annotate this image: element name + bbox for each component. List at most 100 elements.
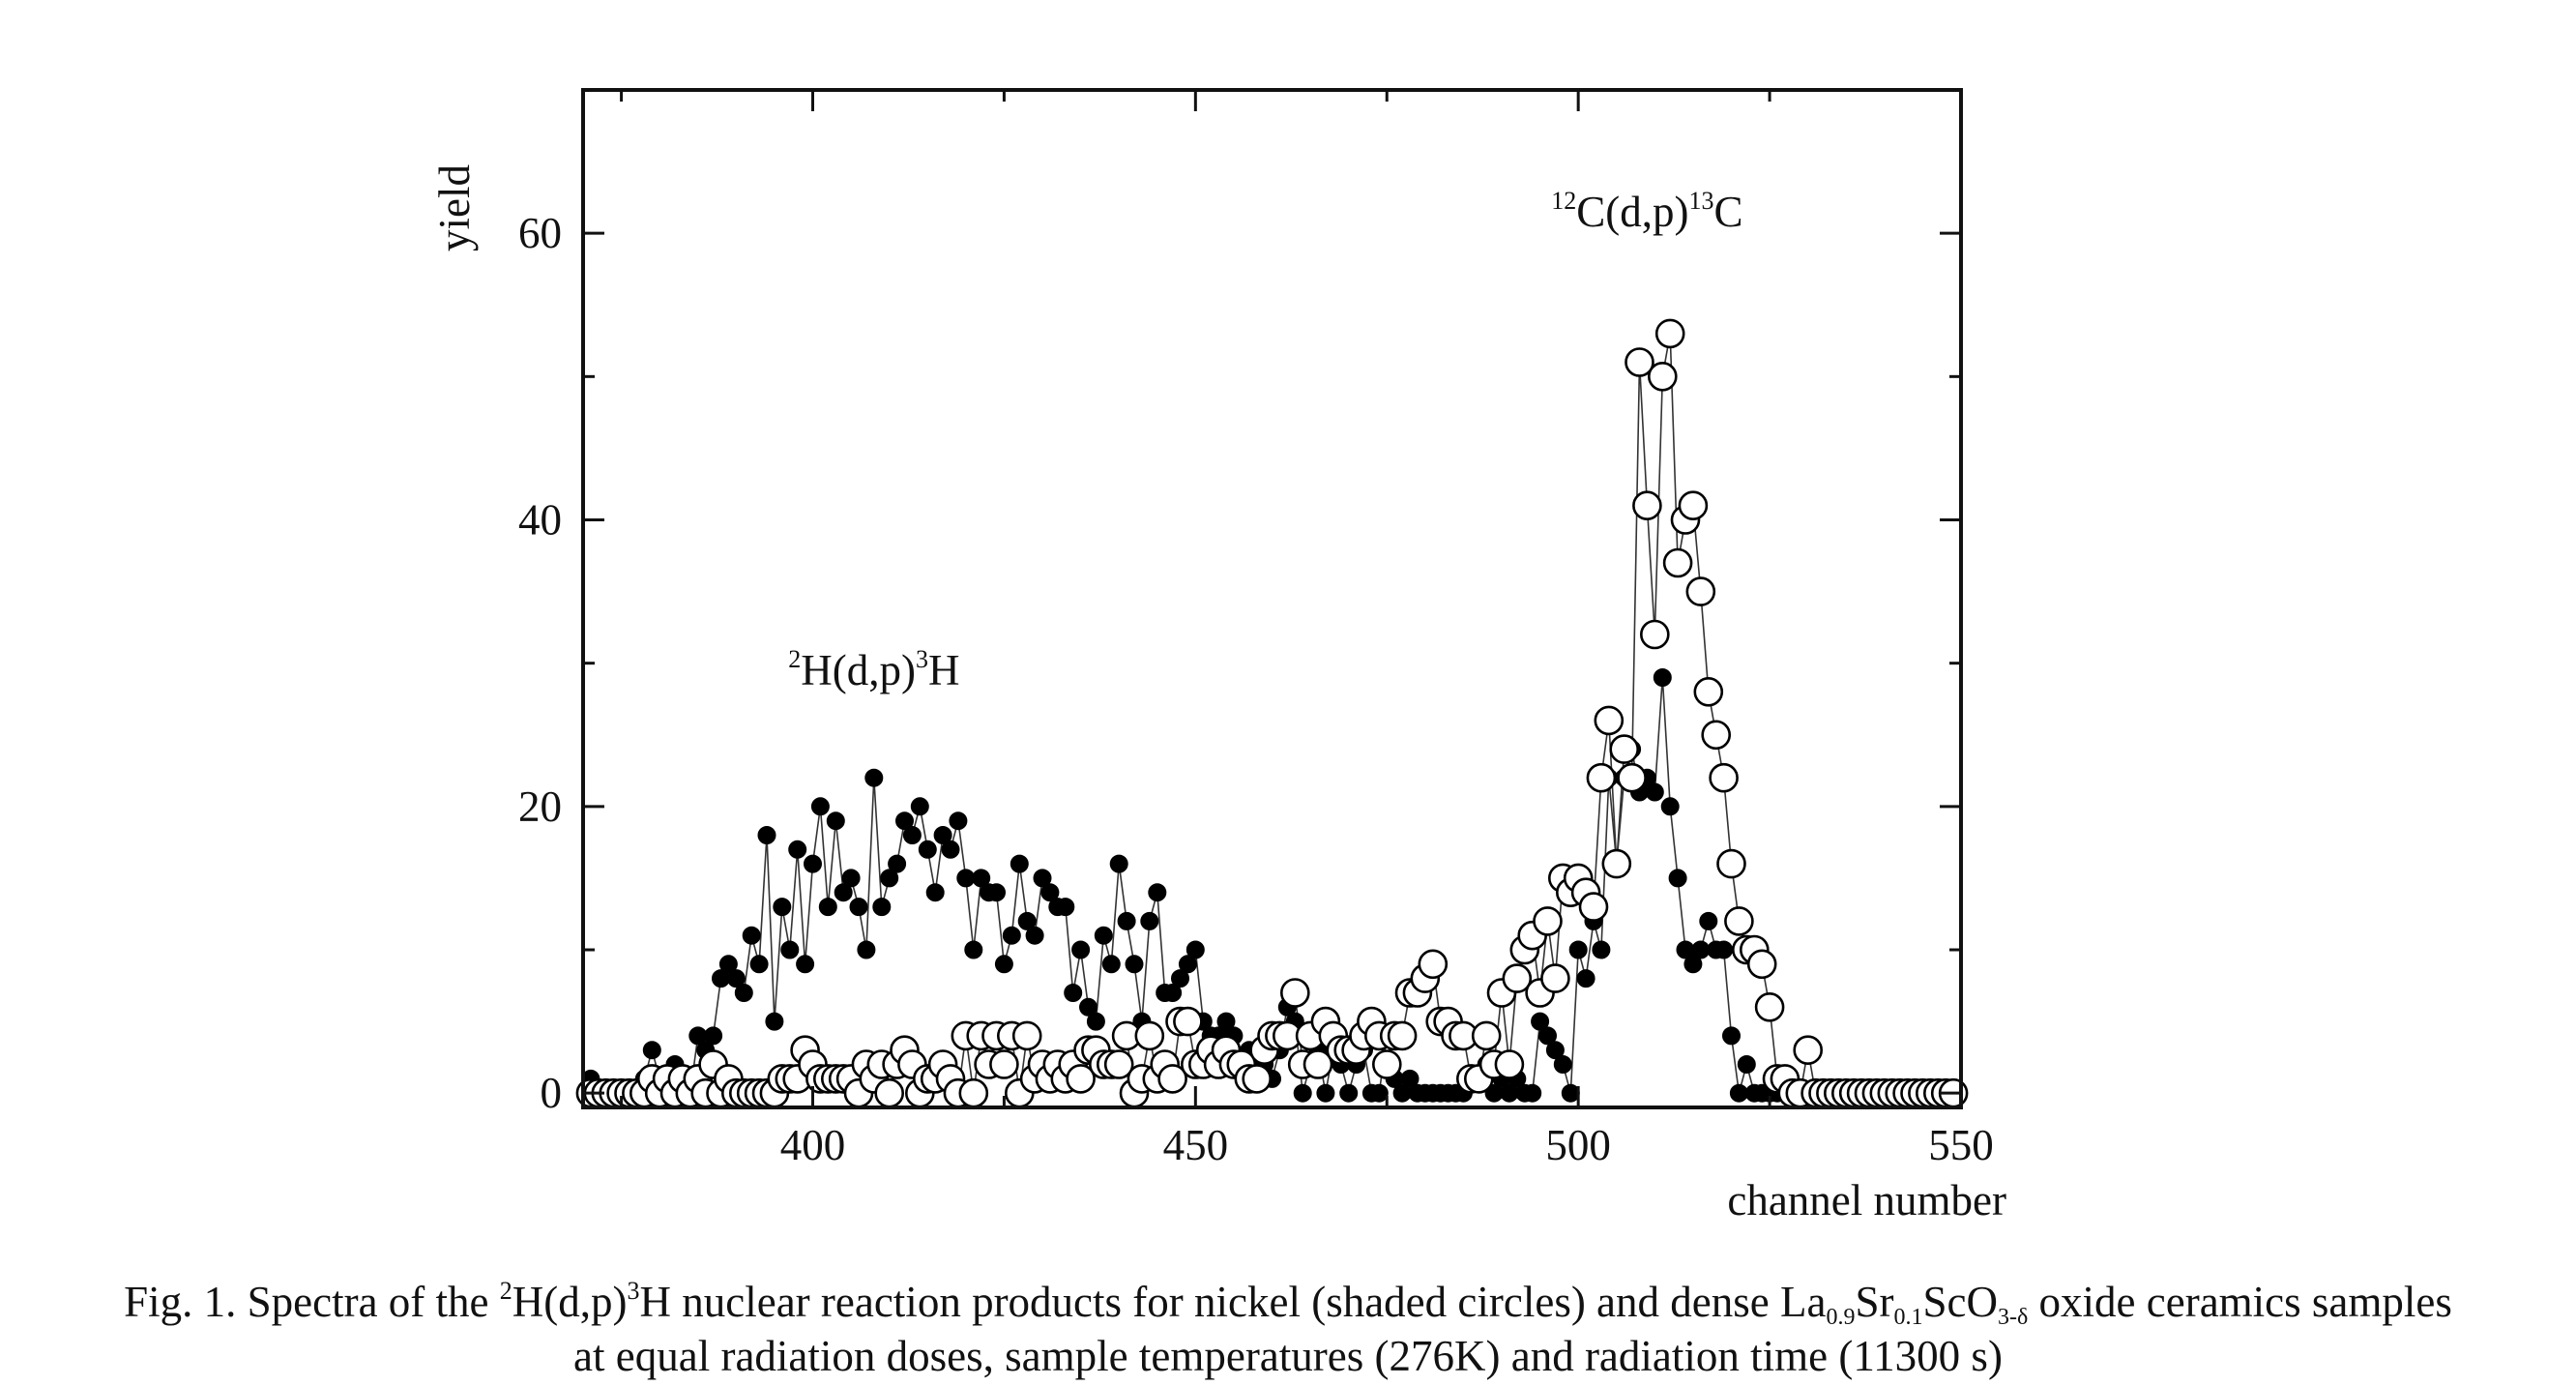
- ceramic-point: [1625, 347, 1654, 377]
- ceramic-point: [1586, 762, 1617, 793]
- nickel-point: [864, 768, 884, 787]
- nickel-point: [1737, 1055, 1756, 1074]
- nickel-point: [1064, 984, 1083, 1002]
- ceramic-point: [1418, 949, 1449, 980]
- nickel-point: [704, 1026, 723, 1046]
- nickel-point: [902, 826, 922, 844]
- nickel-point: [1040, 883, 1060, 902]
- nickel-point: [1109, 854, 1128, 873]
- y-tick-label: 60: [518, 209, 562, 257]
- ceramic-point: [1654, 318, 1685, 349]
- ceramic-point: [1693, 676, 1724, 707]
- nickel-point: [780, 940, 800, 959]
- axis-tick-labels: 0 20 40 60 400 450 500 550: [518, 209, 1994, 1169]
- caption-l1-c: H nuclear reaction products for nickel (…: [639, 1278, 1827, 1326]
- nickel-point: [1699, 911, 1718, 930]
- nickel-point: [994, 955, 1013, 974]
- ceramic-point: [1157, 1064, 1187, 1094]
- nickel-point: [1722, 1026, 1741, 1046]
- ceramic-point: [1303, 1049, 1333, 1079]
- ceramic-point: [1754, 992, 1785, 1022]
- annotation-h-mass-out: 3: [916, 645, 928, 673]
- ceramic-point: [1578, 892, 1609, 922]
- nickel-point: [1339, 1083, 1359, 1103]
- nickel-point: [987, 883, 1006, 902]
- nickel-point: [956, 869, 976, 888]
- nickel-point: [804, 854, 822, 873]
- ceramic-point: [1716, 848, 1746, 879]
- ceramic-point: [1617, 762, 1647, 793]
- x-tick-label: 550: [1928, 1121, 1994, 1169]
- y-axis-label: yield: [430, 164, 479, 251]
- nickel-point: [964, 940, 983, 959]
- nickel-point: [880, 869, 899, 888]
- caption-l1-a: Fig. 1. Spectra of the: [124, 1278, 500, 1326]
- ceramic-series-line: [590, 333, 1954, 1097]
- nickel-point: [872, 898, 892, 917]
- nickel-point: [810, 797, 830, 816]
- nickel-point: [718, 955, 738, 974]
- nickel-point: [1400, 1069, 1420, 1088]
- nickel-point: [1538, 1026, 1557, 1046]
- nickel-point: [918, 840, 937, 859]
- annotation-c-mass-out: 13: [1689, 187, 1714, 215]
- annotation-h-mass-in: 2: [788, 645, 801, 673]
- nickel-point: [834, 883, 853, 902]
- nickel-point: [949, 811, 968, 831]
- ceramic-point: [1594, 705, 1625, 736]
- ceramic-point: [1372, 1049, 1402, 1079]
- nickel-point: [1523, 1083, 1542, 1103]
- caption-l1-d: Sr: [1855, 1278, 1894, 1326]
- annotation-c-mass-in: 12: [1551, 187, 1576, 215]
- nickel-point: [796, 955, 815, 974]
- nickel-point: [1101, 955, 1121, 974]
- nickel-point: [1216, 1012, 1236, 1031]
- caption-l1-f: oxide ceramics samples: [2028, 1278, 2452, 1326]
- nickel-point: [1683, 955, 1703, 974]
- ceramic-point: [1640, 619, 1670, 650]
- nickel-point: [941, 840, 960, 859]
- annotation-c-text-a: C(d,p): [1576, 188, 1688, 236]
- caption-line-2: at equal radiation doses, sample tempera…: [573, 1332, 2003, 1380]
- nickel-point: [773, 898, 792, 917]
- ceramic-point: [1533, 906, 1563, 936]
- nickel-point: [841, 869, 861, 888]
- y-tick-label: 20: [518, 782, 562, 831]
- figure-caption: Fig. 1. Spectra of the 2H(d,p)3H nuclear…: [0, 1275, 2576, 1383]
- ceramic-point: [1173, 1006, 1203, 1037]
- ceramic-point: [1746, 949, 1777, 980]
- ceramic-point: [1502, 963, 1533, 993]
- ceramic-point: [989, 1049, 1019, 1079]
- ceramic-point: [1387, 1020, 1418, 1051]
- nickel-point: [1691, 940, 1711, 959]
- annotation-c-text-b: C: [1714, 188, 1743, 236]
- nickel-point: [742, 926, 761, 945]
- nickel-point: [895, 811, 914, 831]
- nickel-point: [1163, 984, 1183, 1002]
- ceramic-point: [1701, 720, 1731, 751]
- nickel-point: [1178, 955, 1197, 974]
- nickel-point: [1017, 911, 1037, 930]
- nickel-point: [1293, 1083, 1312, 1103]
- nickel-point: [749, 955, 769, 974]
- nickel-point: [1186, 940, 1205, 959]
- ceramic-point: [1685, 576, 1716, 606]
- ceramic-point: [1011, 1020, 1042, 1051]
- nickel-point: [1592, 940, 1611, 959]
- nickel-point: [1117, 911, 1136, 930]
- caption-l1-sub3: 3-δ: [1997, 1305, 2029, 1330]
- nickel-point: [972, 869, 991, 888]
- annotation-h-reaction: 2H(d,p)3H: [788, 645, 959, 694]
- nickel-point: [1653, 668, 1672, 687]
- nickel-point: [1545, 1041, 1565, 1060]
- ceramic-point: [1103, 1049, 1134, 1079]
- ceramic-point: [1648, 361, 1678, 392]
- series-markers: [575, 318, 1969, 1108]
- nickel-point: [925, 883, 945, 902]
- nickel-point: [1125, 955, 1144, 974]
- nickel-point: [1660, 797, 1680, 816]
- y-tick-label: 0: [541, 1069, 563, 1117]
- caption-l1-sup2: 3: [627, 1277, 640, 1305]
- nickel-point: [734, 984, 753, 1002]
- caption-l1-sub1: 0.9: [1826, 1305, 1856, 1330]
